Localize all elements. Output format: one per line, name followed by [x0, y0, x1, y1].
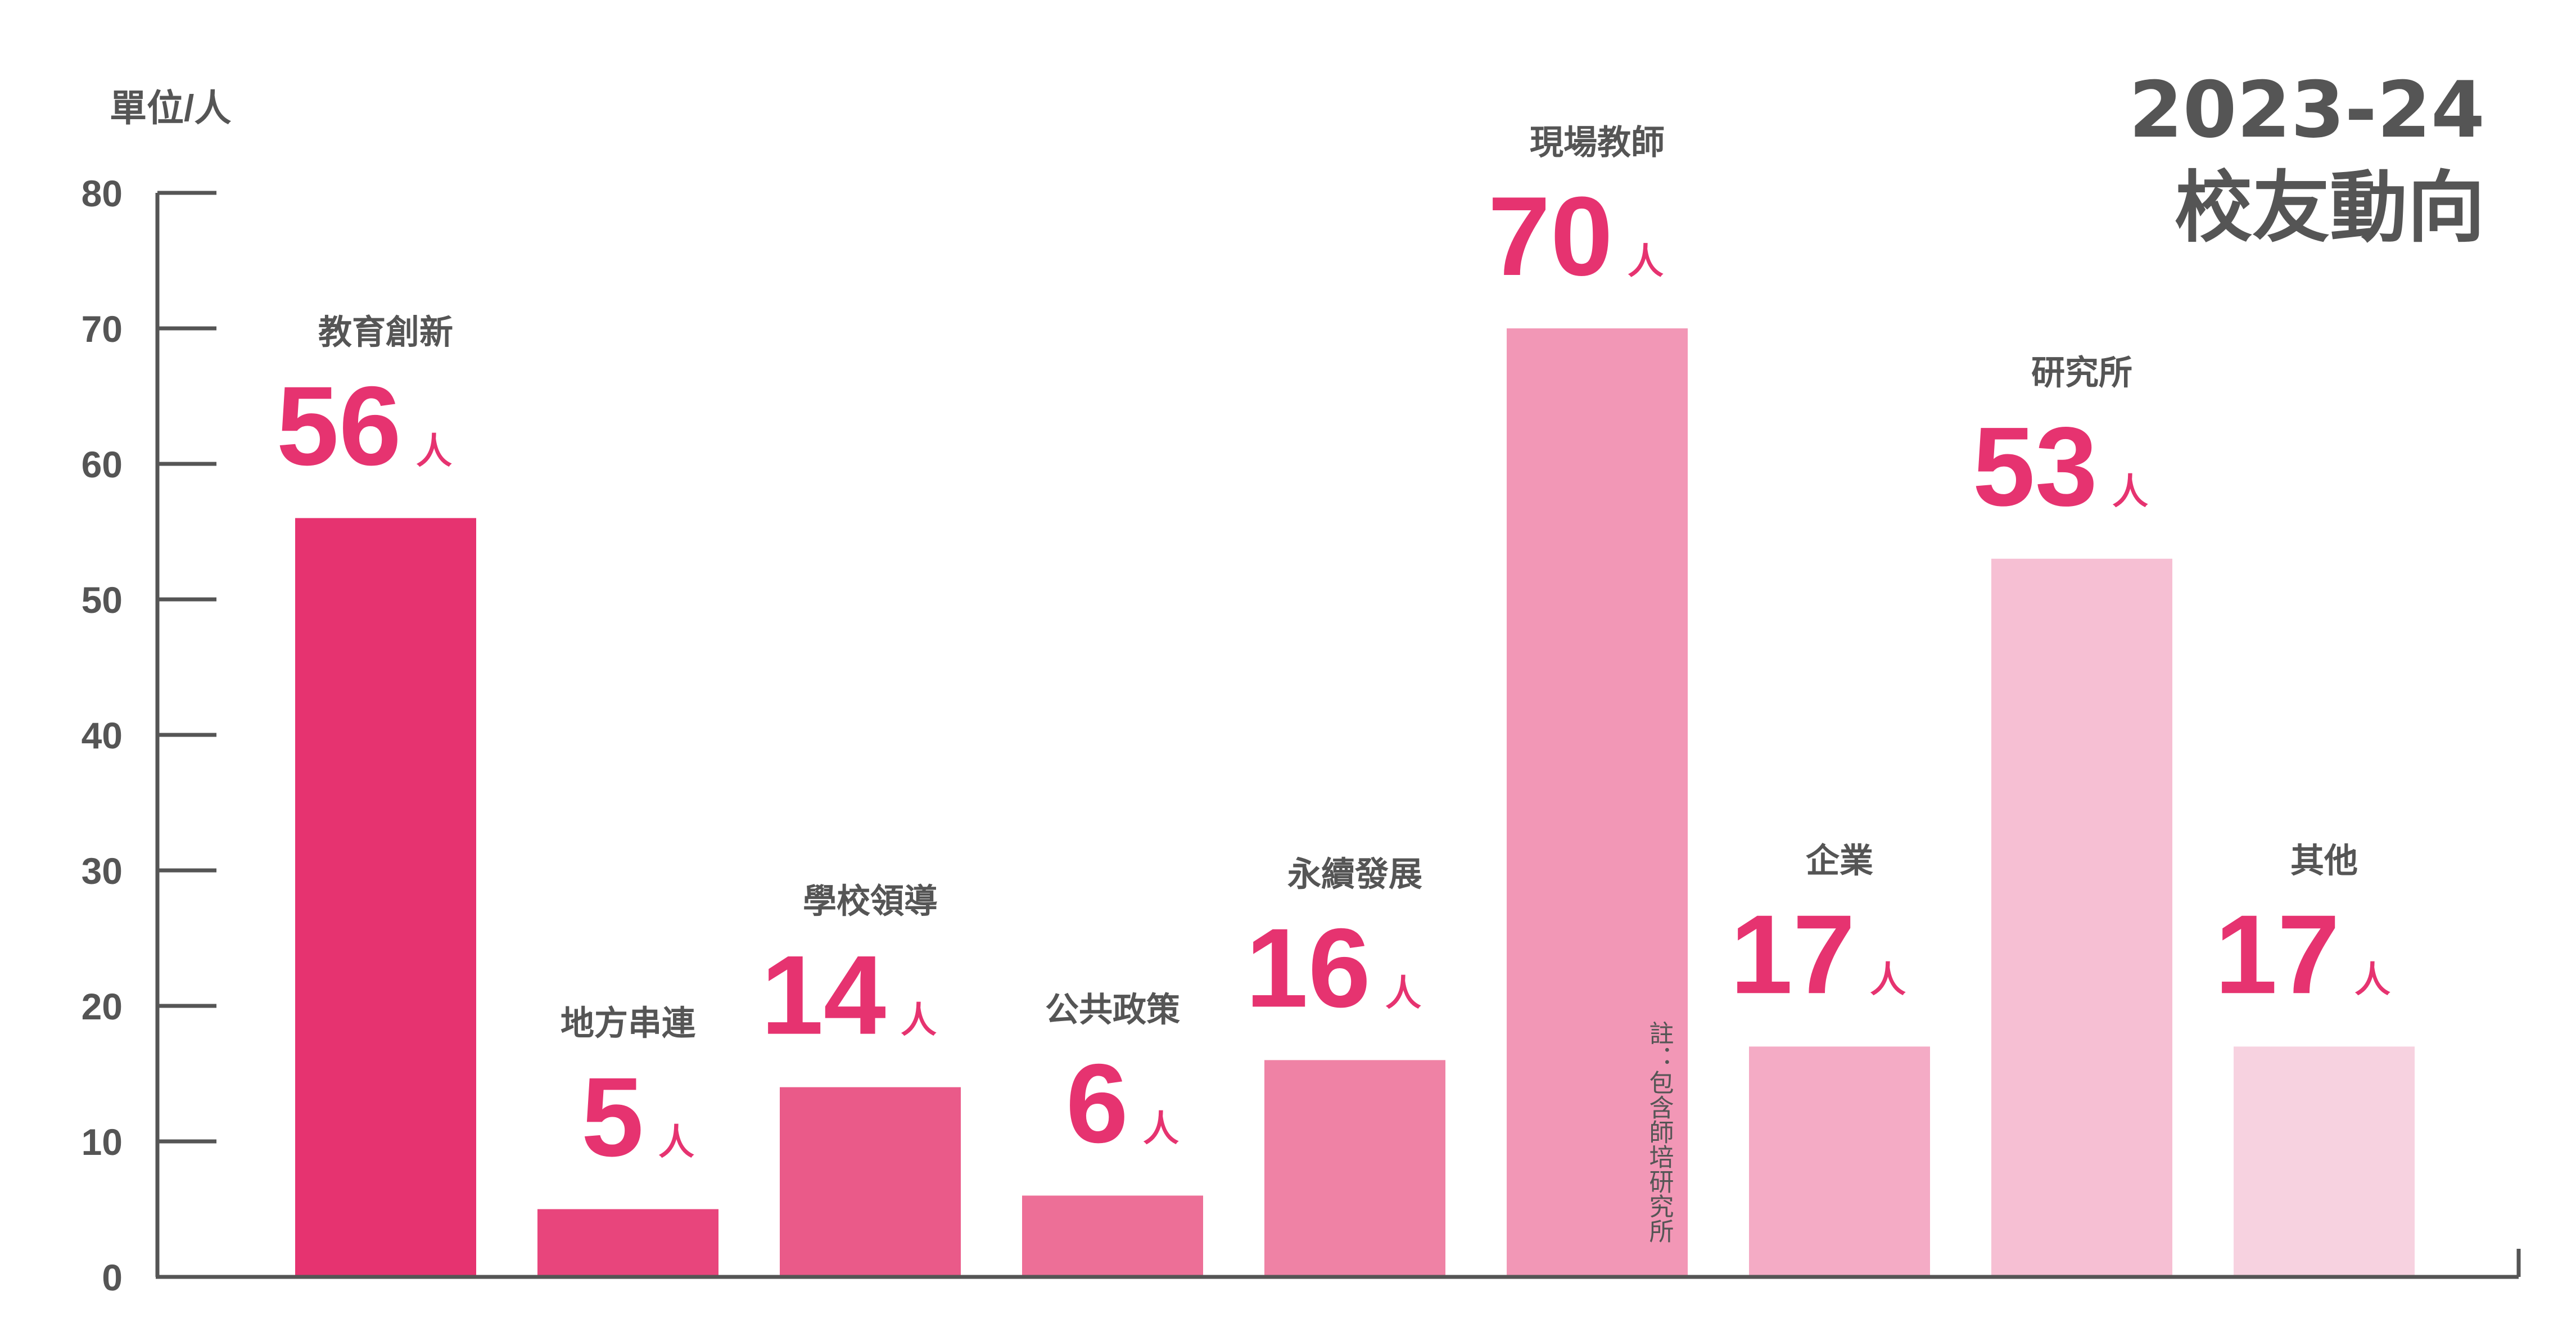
value-unit: 人	[2112, 472, 2148, 513]
chart-title-line1: 2023-24	[2129, 65, 2485, 155]
bar	[1991, 558, 2172, 1277]
value-unit: 人	[1870, 959, 1906, 1001]
bars	[295, 328, 2415, 1277]
y-tick-label: 0	[102, 1257, 123, 1298]
value-unit: 人	[658, 1122, 694, 1164]
bar	[537, 1209, 718, 1277]
bar	[2234, 1046, 2415, 1277]
value-unit: 人	[1143, 1108, 1179, 1150]
value-unit: 人	[1385, 973, 1421, 1014]
value-label: 53	[1973, 404, 2098, 530]
bar	[780, 1087, 961, 1277]
footnote: 註：包含師培研究所	[1645, 1021, 1674, 1243]
y-tick-label: 60	[82, 444, 123, 485]
y-tick-label: 50	[82, 579, 123, 621]
bar	[1264, 1060, 1445, 1277]
value-label: 14	[761, 933, 886, 1058]
bar	[1022, 1195, 1203, 1277]
value-label: 5	[581, 1055, 644, 1180]
category-label: 學校領導	[803, 882, 938, 922]
category-label: 永續發展	[1287, 855, 1422, 894]
category-label: 教育創新	[318, 313, 453, 352]
category-label: 企業	[1806, 841, 1873, 881]
value-label: 17	[1730, 892, 1855, 1017]
category-label: 其他	[2290, 841, 2358, 881]
category-label: 研究所	[2031, 354, 2132, 393]
y-axis: 0 10 20 30 40 50 60 70 80	[82, 173, 216, 1298]
y-tick-label: 10	[82, 1121, 123, 1163]
category-label: 現場教師	[1530, 123, 1665, 162]
bar	[1507, 328, 1688, 1277]
value-label: 16	[1246, 905, 1371, 1031]
bar-labels: 教育創新56 人地方串連5 人學校領導14 人公共政策6 人永續發展16 人現場教師70 人…	[277, 123, 2390, 1180]
unit-label: 單位/人	[110, 87, 231, 129]
value-unit: 人	[1628, 241, 1664, 283]
value-unit: 人	[901, 1000, 937, 1042]
y-tick-label: 80	[82, 173, 123, 214]
bar	[295, 518, 476, 1277]
x-axis	[156, 1249, 2521, 1279]
bar	[1749, 1046, 1930, 1277]
chart-title-line2: 校友動向	[2175, 162, 2485, 253]
value-label: 56	[277, 363, 401, 489]
value-unit: 人	[2354, 959, 2390, 1001]
y-tick-label: 70	[82, 308, 123, 350]
value-label: 6	[1066, 1041, 1128, 1166]
y-tick-label: 40	[82, 715, 123, 756]
category-label: 公共政策	[1045, 990, 1180, 1030]
category-label: 地方串連	[561, 1004, 696, 1044]
value-unit: 人	[416, 431, 452, 472]
y-tick-label: 20	[82, 986, 123, 1027]
value-label: 70	[1488, 174, 1613, 299]
y-tick-label: 30	[82, 850, 123, 892]
value-label: 17	[2215, 892, 2340, 1017]
